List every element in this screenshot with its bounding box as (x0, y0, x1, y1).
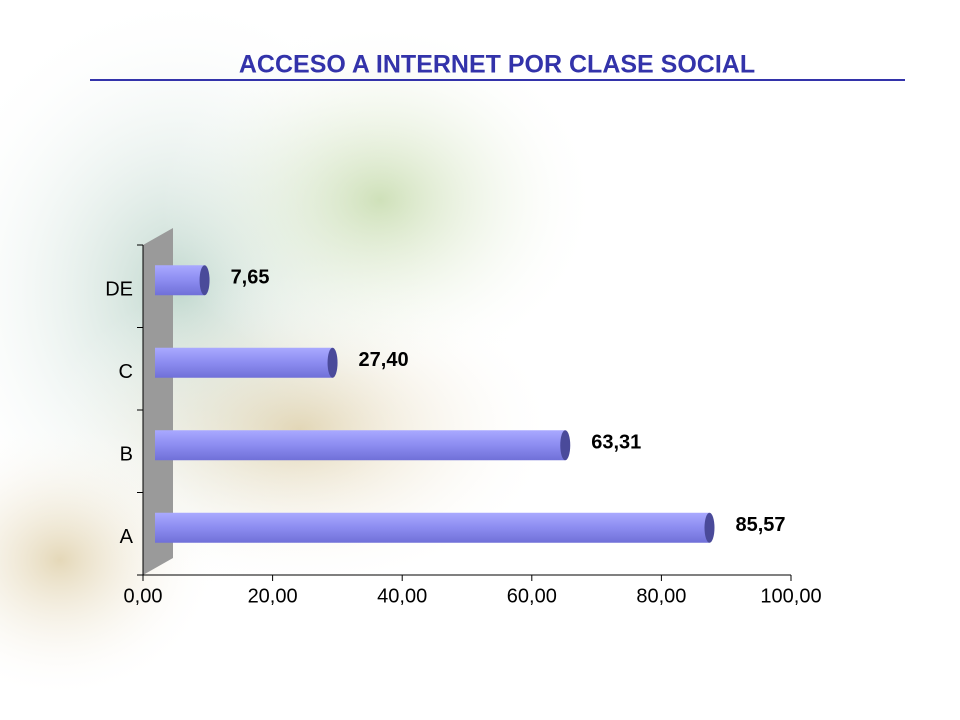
bar-cap (327, 347, 338, 378)
bar (155, 265, 205, 296)
y-tick-label: DE (105, 279, 133, 301)
chart-wall (143, 228, 173, 575)
y-tick-label: A (120, 526, 134, 548)
y-tick-label: B (120, 444, 133, 466)
y-tick-label: C (119, 361, 133, 383)
bar-cap (199, 265, 210, 296)
x-tick-label: 80,00 (636, 585, 686, 607)
x-tick-label: 40,00 (377, 585, 427, 607)
x-tick-label: 20,00 (248, 585, 298, 607)
value-label: 85,57 (735, 514, 785, 536)
x-tick-label: 60,00 (507, 585, 557, 607)
bar-cap (560, 430, 571, 461)
chart-title: ACCESO A INTERNET POR CLASE SOCIAL (239, 51, 755, 79)
value-label: 63,31 (591, 432, 641, 454)
bar (155, 430, 566, 461)
value-label: 27,40 (359, 349, 409, 371)
x-tick-label: 100,00 (760, 585, 821, 607)
value-label: 7,65 (231, 267, 270, 289)
bar (155, 512, 710, 543)
bar (155, 347, 333, 378)
x-tick-label: 0,00 (124, 585, 163, 607)
bar-cap (704, 512, 715, 543)
